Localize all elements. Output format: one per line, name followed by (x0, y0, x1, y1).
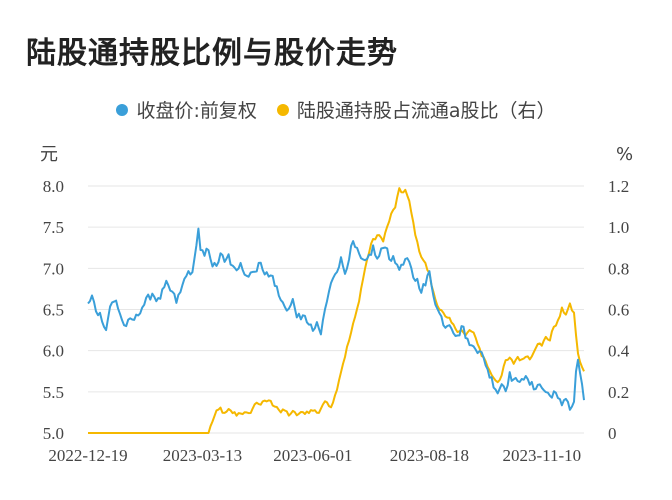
y-left-tick-label: 5.0 (43, 424, 64, 443)
x-tick-label: 2023-11-10 (502, 446, 581, 465)
x-tick-label: 2023-06-01 (273, 446, 352, 465)
y-right-tick-label: 0.8 (608, 259, 629, 278)
x-tick-label: 2023-03-13 (163, 446, 242, 465)
x-tick-label: 2023-08-18 (390, 446, 469, 465)
ratio-legend-dot (276, 103, 289, 116)
y-left-axis: 8.0 7.5 7.0 6.5 6.0 5.5 5.0 (43, 177, 64, 443)
legend: 收盘价:前复权 陆股通持股占流通a股比（右） (0, 96, 672, 123)
y-left-tick-label: 7.5 (43, 218, 64, 237)
y-right-tick-label: 0.4 (608, 342, 630, 361)
legend-label-ratio: 陆股通持股占流通a股比（右） (296, 100, 556, 122)
y-left-tick-label: 8.0 (43, 177, 64, 196)
y-right-tick-label: 1.2 (608, 177, 629, 196)
price-series-line (87, 227, 585, 411)
series-lines (87, 187, 585, 434)
chart-title: 陆股通持股比例与股价走势 (26, 36, 398, 71)
legend-item-price[interactable]: 收盘价:前复权 (116, 96, 257, 123)
y-left-tick-label: 5.5 (43, 383, 64, 402)
y-left-unit: 元 (40, 144, 58, 165)
y-right-tick-label: 1.0 (608, 218, 629, 237)
y-left-tick-label: 6.5 (43, 301, 64, 320)
y-right-tick-label: 0.6 (608, 301, 629, 320)
legend-label-price: 收盘价:前复权 (136, 100, 257, 122)
price-legend-dot (116, 103, 129, 116)
x-axis: 2022-12-19 2023-03-13 2023-06-01 2023-08-18… (48, 446, 581, 465)
y-right-tick-label: 0.2 (608, 383, 629, 402)
x-tick-label: 2022-12-19 (48, 446, 127, 465)
y-right-axis: 1.2 1.0 0.8 0.6 0.4 0.2 0 (608, 177, 630, 443)
legend-item-ratio[interactable]: 陆股通持股占流通a股比（右） (276, 96, 556, 123)
gridlines (88, 185, 584, 434)
ratio-series-line (88, 187, 585, 434)
y-right-unit: % (616, 144, 633, 165)
y-right-tick-label: 0 (608, 424, 617, 443)
y-left-tick-label: 6.0 (43, 342, 64, 361)
y-left-tick-label: 7.0 (43, 259, 64, 278)
